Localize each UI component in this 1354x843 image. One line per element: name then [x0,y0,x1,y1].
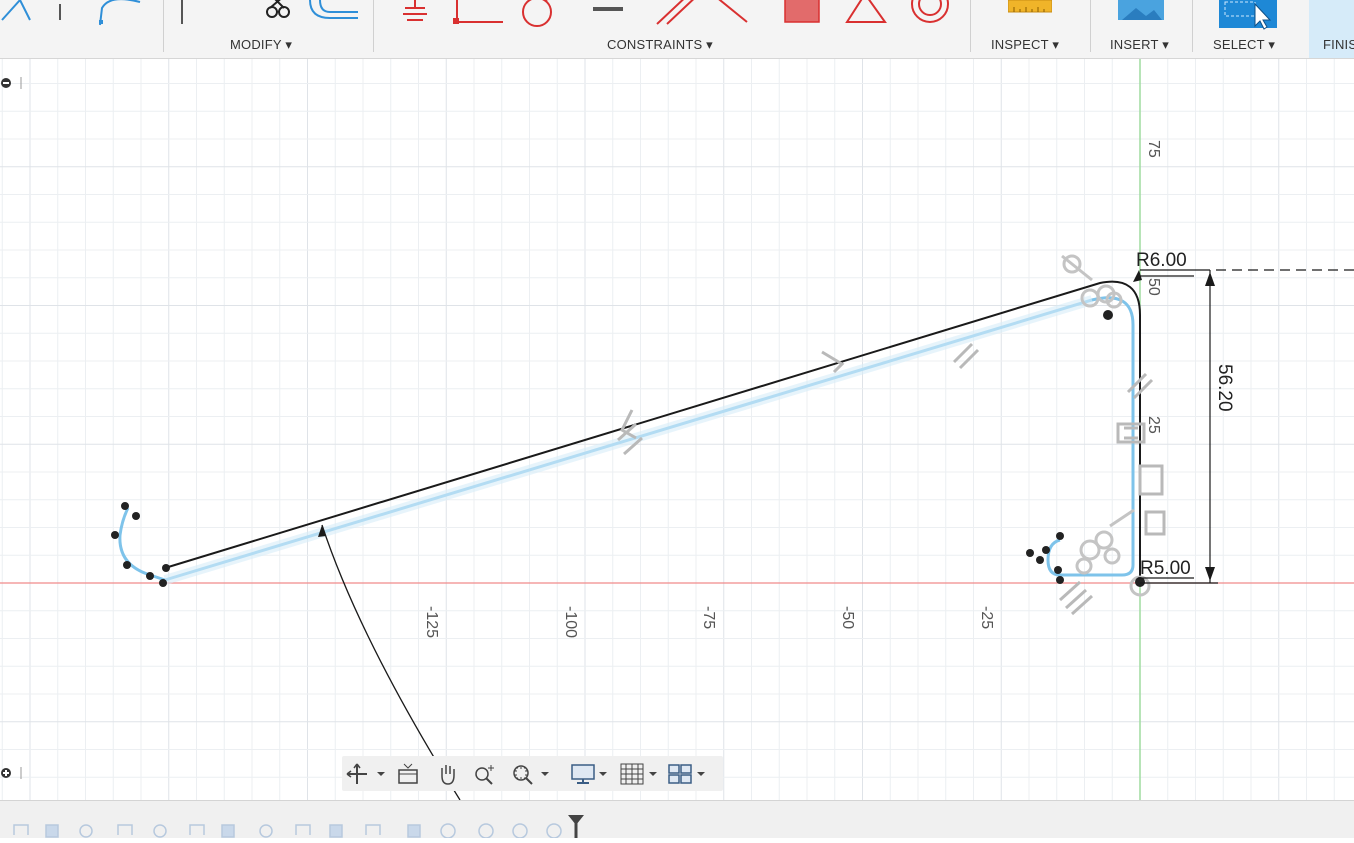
fit-zoom-icon[interactable] [508,756,554,791]
radius-dimension-bottom[interactable]: R5.00 [1140,558,1191,579]
radius-dimension-top[interactable]: R6.00 [1136,250,1187,271]
constraints-menu[interactable]: CONSTRAINTS ▾ [607,37,713,52]
modify-menu[interactable]: MODIFY ▾ [230,37,293,52]
x-axis-tick-label: -125 [423,606,440,638]
sketch-canvas[interactable]: -125 -100 -75 -50 -25 75 50 25 [0,59,1354,800]
dimension-lines[interactable] [1138,269,1354,584]
offset-profile-curve[interactable] [164,296,1135,582]
measure-icon[interactable] [1008,0,1052,16]
sketch-viewport[interactable]: -125 -100 -75 -50 -25 75 50 25 [0,59,1354,800]
constraint-tools-icons[interactable] [395,0,960,30]
toolbar-separator [163,0,164,52]
toolbar-separator [1192,0,1193,52]
orbit-icon[interactable] [344,756,390,791]
x-axis-tick-label: -50 [839,606,856,629]
inspect-menu[interactable]: INSPECT ▾ [991,37,1060,52]
x-axis-tick-label: -75 [700,606,717,629]
y-axis-tick-label: 50 [1145,278,1162,296]
insert-menu[interactable]: INSERT ▾ [1110,37,1169,52]
browser-collapse-control[interactable] [0,73,26,93]
sketch-profile-line[interactable] [164,280,1141,583]
x-axis-tick-label: -100 [562,606,579,638]
left-hook-curve[interactable] [118,507,166,582]
grid-lines [0,59,1354,800]
y-axis-tick-label: 75 [1145,140,1162,158]
sketch-tools-icons[interactable] [0,0,160,30]
comments-expand-control[interactable] [0,763,26,783]
grid-settings-icon[interactable] [618,756,664,791]
coincident-cluster-bottom [1075,508,1151,597]
x-axis-tick-label: -25 [978,606,995,629]
navigation-bar [342,756,723,791]
sketch-points[interactable] [111,310,1145,587]
display-settings-icon[interactable] [568,756,614,791]
timeline-marker[interactable] [568,815,584,825]
ribbon-toolbar: MODIFY ▾ CONSTRAINTS ▾ INSPECT ▾ [0,0,1354,59]
toolbar-separator [1090,0,1091,52]
constraint-glyphs [617,342,1166,616]
pan-hand-icon[interactable] [434,756,462,791]
toolbar-separator [373,0,374,52]
insert-image-icon[interactable] [1118,0,1164,22]
viewports-icon[interactable] [666,756,712,791]
y-axis-tick-label: 25 [1145,416,1162,434]
toolbar-separator [970,0,971,52]
select-menu[interactable]: SELECT ▾ [1213,37,1276,52]
zoom-icon[interactable] [470,756,500,791]
finish-label: FINIS [1323,37,1354,52]
look-at-icon[interactable] [394,756,422,791]
coincident-cluster-top [1061,254,1123,309]
timeline-bar [0,800,1354,839]
finish-sketch-button[interactable]: FINIS [1309,0,1354,58]
modify-tools-icons[interactable] [180,0,370,32]
timeline-feature-icons[interactable] [0,801,600,839]
height-dimension[interactable]: 56.20 [1214,364,1235,412]
select-icon[interactable] [1219,0,1279,30]
